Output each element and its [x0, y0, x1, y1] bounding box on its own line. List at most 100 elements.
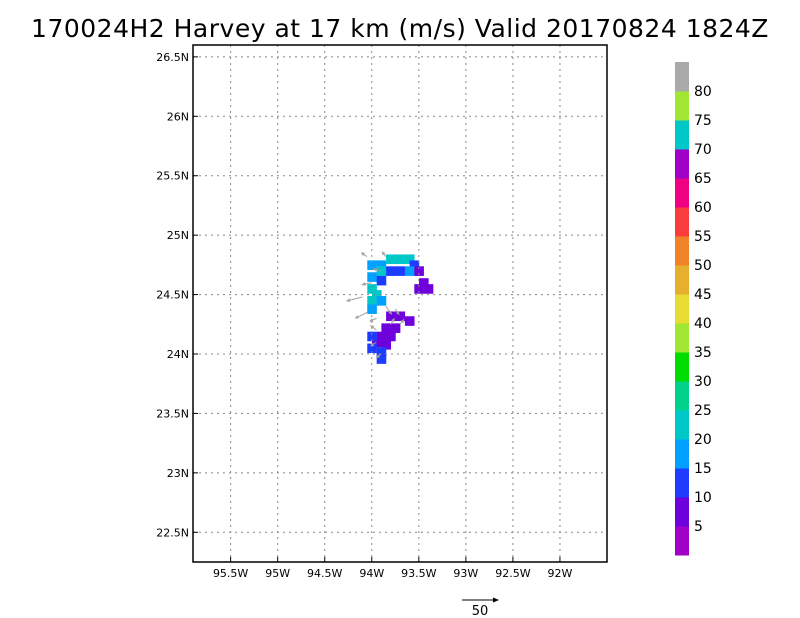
- colorbar-label: 70: [694, 142, 712, 158]
- wind-cell: [376, 260, 387, 270]
- colorbar-label: 20: [694, 432, 712, 448]
- wind-vector-head: [376, 354, 381, 359]
- wind-vector-head: [373, 267, 378, 272]
- wind-cell: [414, 266, 424, 276]
- colorbar-label: 75: [694, 113, 712, 129]
- wind-cell: [376, 331, 387, 342]
- wind-cell: [390, 323, 401, 333]
- wind-cell: [395, 254, 406, 265]
- wind-cell: [367, 284, 377, 294]
- colorbar-swatch: [675, 120, 689, 150]
- colorbar-swatch: [675, 91, 689, 121]
- colorbar-label: 10: [694, 490, 712, 506]
- colorbar-label: 30: [694, 374, 712, 390]
- colorbar-label: 15: [694, 461, 712, 477]
- wind-cell: [371, 337, 382, 348]
- wind-cell: [404, 254, 415, 265]
- wind-cell: [376, 275, 387, 286]
- colorbar-label: 25: [694, 403, 712, 419]
- wind-cell: [376, 347, 387, 357]
- colorbar-swatch: [675, 207, 689, 237]
- x-tick-label: 93.5W: [401, 567, 436, 580]
- colorbar-swatch: [675, 468, 689, 498]
- wind-cell: [409, 260, 420, 270]
- wind-vector-head: [395, 310, 400, 315]
- wind-speed-field: [367, 254, 434, 364]
- colorbar: 5 10 15 20 25 30 35 40 45 50 55 60 65 70 75 80: [675, 62, 712, 556]
- x-tick-label: 95W: [265, 567, 290, 580]
- reference-vector-arrowhead: [493, 597, 499, 603]
- colorbar-swatch: [675, 410, 689, 440]
- wind-vector-head: [346, 298, 351, 302]
- wind-cell: [395, 311, 406, 322]
- colorbar-swatch: [675, 497, 689, 527]
- colorbar-label: 60: [694, 200, 712, 216]
- y-tick-label: 23N: [167, 467, 189, 480]
- colorbar-label: 5: [694, 519, 703, 535]
- colorbar-swatch: [675, 352, 689, 382]
- colorbar-swatch: [675, 149, 689, 179]
- wind-cell: [376, 266, 387, 276]
- wind-cell: [376, 354, 387, 364]
- wind-vector-head: [370, 342, 375, 347]
- wind-cell: [367, 260, 377, 270]
- wind-cell: [423, 284, 434, 294]
- colorbar-label: 80: [694, 84, 712, 100]
- wind-cell: [367, 331, 377, 342]
- colorbar-label: 45: [694, 287, 712, 303]
- wind-vectors: [346, 251, 405, 359]
- colorbar-swatch: [675, 323, 689, 353]
- wind-vector-head: [361, 282, 366, 286]
- colorbar-swatch: [675, 178, 689, 208]
- y-axis: 22.5N 23N 23.5N 24N 24.5N 25N 25.5N 26N 26.5N: [156, 51, 198, 539]
- wind-cell: [376, 296, 387, 306]
- wind-cell: [367, 343, 377, 354]
- wind-cell: [386, 254, 396, 265]
- wind-vector-head: [361, 252, 366, 257]
- colorbar-swatch: [675, 526, 689, 556]
- colorbar-label: 55: [694, 229, 712, 245]
- reference-vector: 50: [462, 597, 499, 618]
- colorbar-swatch: [675, 294, 689, 324]
- x-tick-label: 92.5W: [495, 567, 530, 580]
- wind-vector-head: [369, 318, 374, 322]
- colorbar-swatch: [675, 236, 689, 266]
- wind-cell: [386, 311, 396, 322]
- wind-cell: [386, 266, 396, 276]
- y-tick-label: 25N: [167, 229, 189, 242]
- colorbar-label: 40: [694, 316, 712, 332]
- colorbar-swatch: [675, 381, 689, 411]
- x-tick-label: 94.5W: [307, 567, 342, 580]
- grid-lines: [193, 45, 607, 562]
- wind-cell: [395, 266, 406, 276]
- y-tick-label: 23.5N: [156, 407, 189, 420]
- x-axis: 95.5W 95W 94.5W 94W 93.5W 93W 92.5W 92W: [213, 557, 573, 580]
- wind-vector-head: [381, 251, 386, 256]
- wind-vector-head: [391, 318, 395, 323]
- wind-cell: [367, 272, 377, 282]
- wind-cell: [404, 316, 415, 326]
- y-tick-label: 25.5N: [156, 170, 189, 183]
- wind-vector-head: [355, 315, 360, 319]
- wind-cell: [367, 296, 377, 306]
- reference-vector-label: 50: [472, 604, 489, 618]
- y-tick-label: 24.5N: [156, 289, 189, 302]
- colorbar-swatch: [675, 265, 689, 295]
- x-tick-label: 95.5W: [213, 567, 248, 580]
- colorbar-label: 65: [694, 171, 712, 187]
- colorbar-swatch: [675, 439, 689, 469]
- wind-vector-head: [370, 325, 375, 329]
- wind-cell: [404, 266, 415, 276]
- plot-frame: [192, 44, 608, 563]
- wind-cell: [381, 340, 391, 350]
- wind-cell: [419, 278, 429, 288]
- wind-cell: [414, 284, 424, 294]
- chart-title: 170024H2 Harvey at 17 km (m/s) Valid 201…: [31, 14, 769, 43]
- colorbar-swatch: [675, 62, 689, 92]
- x-tick-label: 92W: [548, 567, 573, 580]
- x-tick-label: 94W: [359, 567, 384, 580]
- y-tick-label: 26N: [167, 110, 189, 123]
- y-tick-label: 22.5N: [156, 526, 189, 539]
- wind-cell: [381, 323, 391, 333]
